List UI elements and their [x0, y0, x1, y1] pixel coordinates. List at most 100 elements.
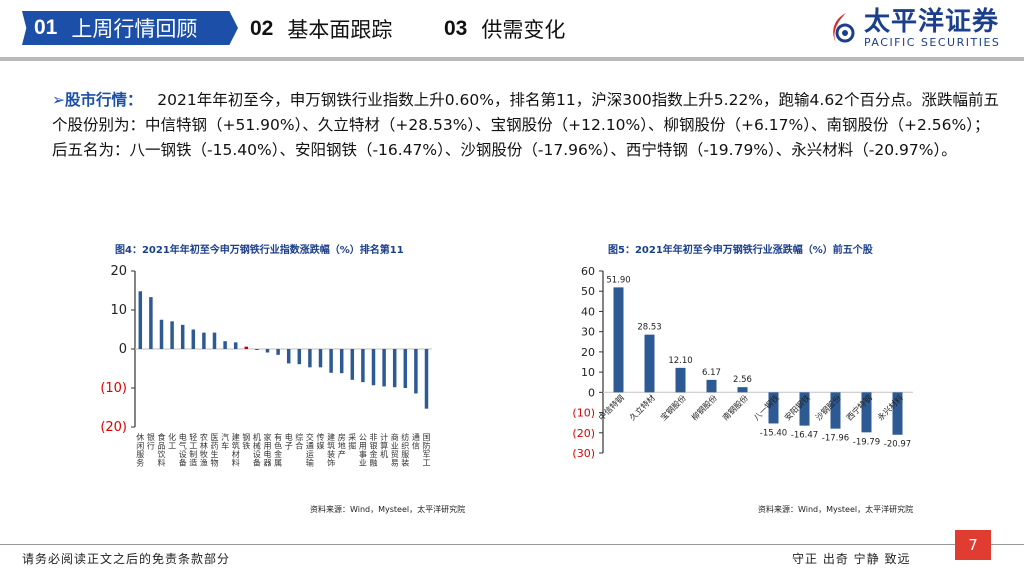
bar	[830, 392, 841, 429]
bar	[308, 349, 312, 368]
x-tick-label: 建筑装饰	[327, 432, 336, 468]
x-tick-label: 房地产	[337, 432, 346, 459]
header-divider	[0, 57, 1024, 61]
bar	[159, 319, 164, 349]
logo-text-en: PACIFIC SECURITIES	[864, 36, 1001, 49]
x-tick-label: 南钢股份	[720, 393, 750, 423]
bar	[644, 334, 655, 393]
x-tick-label: 家用电器	[263, 432, 272, 468]
bar	[318, 349, 323, 368]
bar	[861, 392, 872, 433]
bar	[403, 349, 408, 388]
bar	[737, 387, 748, 393]
summary-text: 2021年年初至今，申万钢铁行业指数上升0.60%，排名第11，沪深300指数上…	[52, 91, 1000, 159]
x-tick-label: 通信	[411, 432, 420, 451]
bar	[265, 349, 270, 353]
x-tick-label: 食品饮料	[157, 432, 166, 468]
data-label: -17.96	[822, 434, 849, 444]
data-label: -20.97	[884, 440, 911, 450]
footer-motto: 守正 出奇 宁静 致远	[792, 552, 911, 566]
bar	[149, 297, 153, 349]
x-tick-label: 化工	[168, 432, 177, 450]
bar	[414, 349, 418, 394]
data-label: 51.90	[606, 275, 630, 285]
data-label: 6.17	[702, 368, 721, 378]
x-tick-label: 国防军工	[422, 433, 431, 467]
x-tick-label: 采掘	[348, 432, 357, 451]
x-tick-label: 商业贸易	[390, 432, 399, 468]
bar	[212, 332, 217, 349]
y-tick-label: 20	[581, 346, 595, 359]
tab-number: 03	[444, 17, 468, 40]
tab-fundamentals[interactable]: 02 基本面跟踪	[250, 14, 392, 44]
company-logo: 太平洋证券 PACIFIC SECURITIES	[828, 8, 1000, 49]
chart4-title: 图4：2021年年初至今申万钢铁行业指数涨跌幅（%）排名第11	[115, 245, 404, 256]
tab-weekly-review[interactable]: 01 上周行情回顾	[22, 11, 238, 45]
tab-number: 01	[34, 16, 58, 39]
x-tick-label: 柳钢股份	[689, 393, 719, 423]
x-tick-label: 电子	[284, 432, 293, 450]
x-tick-label: 久立特材	[627, 393, 657, 423]
tab-label: 基本面跟踪	[287, 18, 393, 42]
x-tick-label: 非银金融	[369, 432, 378, 468]
data-label: -19.79	[853, 437, 880, 447]
x-tick-label: 汽车	[221, 432, 230, 451]
tab-number: 02	[250, 17, 274, 40]
bar	[170, 321, 174, 349]
x-tick-label: 医药生物	[210, 433, 219, 468]
x-tick-label: 机械设备	[252, 432, 261, 468]
x-tick-label: 宝钢股份	[658, 393, 688, 423]
bar	[202, 332, 206, 349]
bar	[768, 392, 779, 424]
x-tick-label: 中信特钢	[596, 393, 626, 423]
data-label: -16.47	[791, 431, 818, 441]
x-tick-label: 传媒	[316, 432, 325, 451]
y-tick-label: 60	[581, 265, 595, 278]
bar	[799, 392, 810, 426]
footer-disclaimer: 请务必阅读正文之后的免责条款部分	[22, 552, 231, 566]
data-label: 2.56	[733, 375, 752, 385]
bar	[613, 287, 624, 393]
y-tick-label: 50	[581, 285, 595, 298]
bar	[706, 379, 717, 393]
x-tick-label: 银行	[146, 432, 155, 451]
bar	[138, 291, 143, 349]
bar	[392, 349, 397, 388]
page-number: 7	[955, 530, 991, 560]
chart5-title: 图5：2021年年初至今申万钢铁行业涨跌幅（%）前五个股	[608, 245, 873, 256]
y-tick-label: (10)	[572, 407, 595, 420]
bar	[350, 349, 355, 380]
data-label: 28.53	[637, 323, 661, 333]
bar	[329, 349, 333, 373]
bar	[297, 349, 302, 365]
tab-label: 上周行情回顾	[71, 17, 198, 41]
chart5-source: 资料来源：Wind，Mysteel，太平洋研究院	[758, 505, 914, 514]
x-tick-label: 公用事业	[358, 433, 367, 467]
bar	[339, 349, 344, 374]
x-tick-label: 休闲服务	[136, 432, 145, 468]
x-tick-label: 电气设备	[178, 432, 187, 468]
bar	[255, 349, 259, 350]
bar	[286, 349, 291, 364]
bar	[276, 349, 280, 355]
footer-divider	[0, 544, 1024, 545]
y-tick-label: (20)	[100, 420, 127, 435]
bar	[424, 349, 429, 409]
x-tick-label: 综合	[295, 432, 304, 451]
bar	[361, 349, 365, 383]
x-tick-label: 建筑材料	[231, 432, 240, 468]
y-tick-label: 0	[588, 386, 595, 399]
arrow-bullet-icon: ➢	[52, 91, 65, 109]
x-tick-label: 轻工制造	[189, 432, 198, 468]
bar	[382, 349, 386, 387]
market-summary: ➢股市行情： 2021年年初至今，申万钢铁行业指数上升0.60%，排名第11，沪…	[52, 88, 1002, 163]
bar	[223, 341, 227, 349]
tab-supply-demand[interactable]: 03 供需变化	[444, 14, 565, 44]
y-tick-label: 20	[110, 264, 127, 279]
x-tick-label: 纺织服装	[401, 432, 410, 468]
y-tick-label: 40	[581, 305, 595, 318]
bar	[180, 324, 185, 349]
bar	[892, 392, 903, 435]
